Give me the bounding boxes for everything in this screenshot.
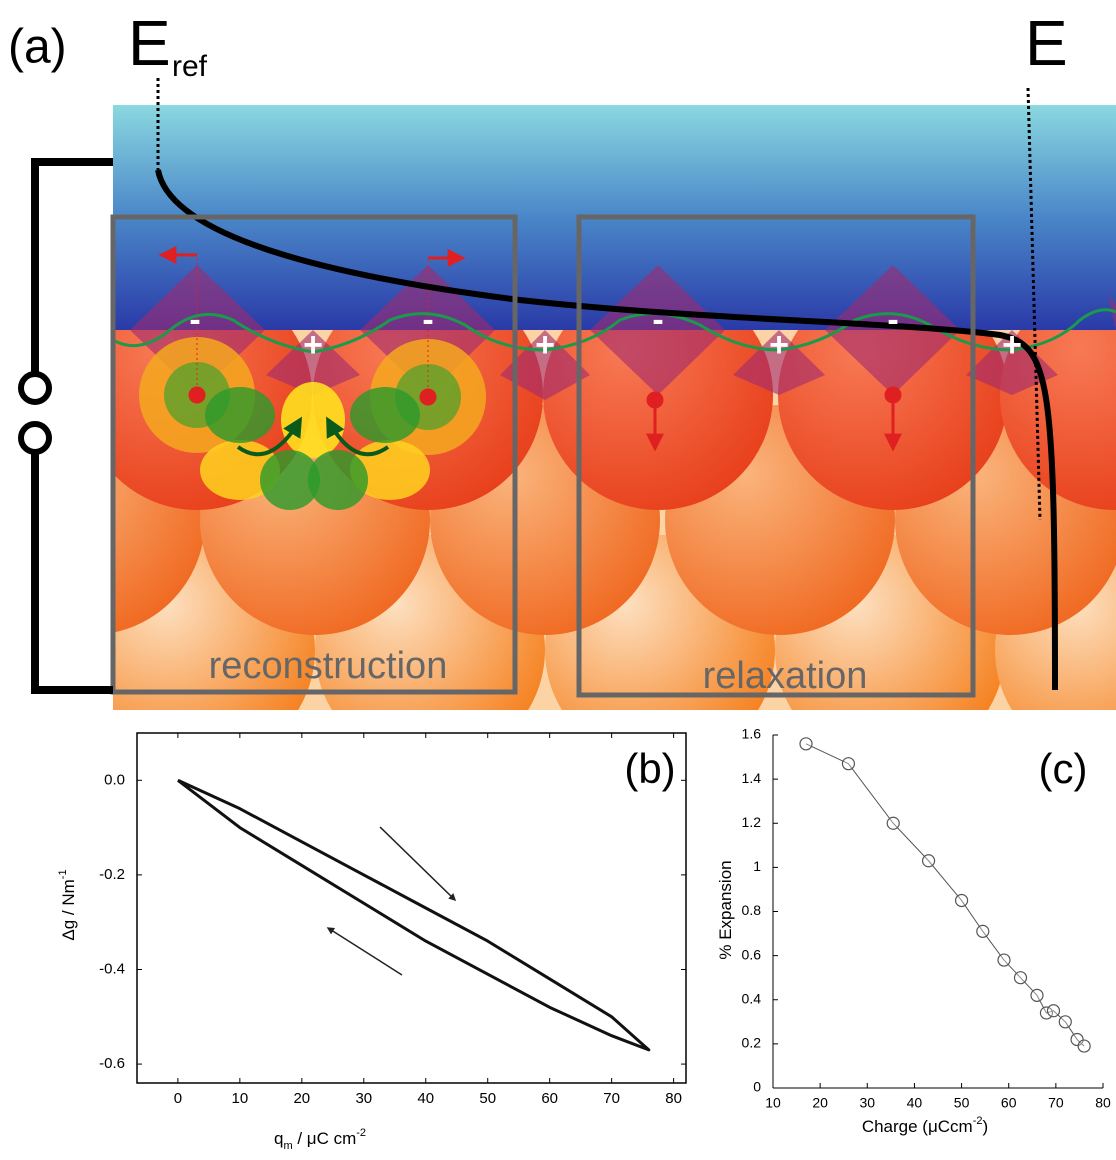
- charge: -: [887, 301, 898, 339]
- data-point: [956, 894, 968, 906]
- axis-label-part: % Expansion: [716, 860, 735, 959]
- data-point: [842, 758, 854, 770]
- axis-label-part: ): [982, 1117, 988, 1136]
- x-tick-label: 60: [541, 1090, 558, 1107]
- x-tick-label: 50: [479, 1090, 496, 1107]
- panel-label: (c): [1039, 745, 1088, 792]
- charge: -: [652, 301, 663, 339]
- y-tick-label: 0: [753, 1079, 761, 1095]
- axis-label-part: / μC cm: [293, 1129, 357, 1148]
- superscript: -2: [356, 1127, 366, 1139]
- panel-label: (b): [624, 745, 675, 792]
- charge: +: [1002, 326, 1022, 364]
- x-tick-label: 40: [907, 1095, 923, 1111]
- data-point: [800, 738, 812, 750]
- charge: -: [422, 301, 433, 339]
- y-tick-label: 0.4: [742, 990, 762, 1006]
- panel-label: (a): [8, 21, 67, 74]
- axis-label-part: q: [274, 1129, 283, 1148]
- axis-label-part: Charge (μCcm: [862, 1117, 973, 1136]
- charge: -: [189, 301, 200, 339]
- data-point: [977, 925, 989, 937]
- electrode-label: E: [1025, 7, 1068, 79]
- y-tick-label: -0.2: [99, 866, 125, 883]
- axis-label: Charge (μCcm-2): [862, 1115, 988, 1137]
- x-tick-label: 0: [174, 1090, 182, 1107]
- x-tick-label: 30: [859, 1095, 875, 1111]
- x-tick-label: 10: [232, 1090, 249, 1107]
- y-tick-label: 0.2: [742, 1035, 762, 1051]
- x-tick-label: 20: [812, 1095, 828, 1111]
- x-tick-label: 80: [1095, 1095, 1111, 1111]
- y-tick-label: 0.8: [742, 902, 762, 918]
- x-tick-label: 70: [1048, 1095, 1064, 1111]
- page: (a) E ref E reconstruction relaxation - +…: [0, 0, 1116, 1160]
- charge: +: [535, 326, 555, 364]
- x-tick-label: 10: [765, 1095, 781, 1111]
- data-point: [1031, 989, 1043, 1001]
- data-point: [1015, 972, 1027, 984]
- y-tick-label: 0.6: [742, 946, 762, 962]
- data-point: [1048, 1005, 1060, 1017]
- y-tick-label: -0.4: [99, 960, 125, 977]
- y-tick-label: -0.6: [99, 1055, 125, 1072]
- x-tick-label: 80: [665, 1090, 682, 1107]
- x-tick-label: 30: [355, 1090, 372, 1107]
- axis-label-part: Δg / Nm: [59, 879, 78, 940]
- y-tick-label: 0.0: [104, 771, 125, 788]
- data-point: [1078, 1040, 1090, 1052]
- electrode-sub: ref: [172, 50, 208, 83]
- axis-label: qm / μC cm-2: [274, 1127, 366, 1152]
- data-point: [998, 954, 1010, 966]
- circuit: [21, 162, 113, 690]
- superscript: -2: [973, 1115, 983, 1127]
- y-tick-label: 1: [753, 858, 761, 874]
- data-point: [1059, 1016, 1071, 1028]
- data-line: [178, 780, 649, 1050]
- electrode-label: E: [128, 7, 171, 79]
- box-label: relaxation: [703, 655, 868, 697]
- x-tick-label: 20: [293, 1090, 310, 1107]
- y-tick-label: 1.6: [742, 726, 762, 742]
- x-tick-label: 50: [954, 1095, 970, 1111]
- x-tick-label: 60: [1001, 1095, 1017, 1111]
- x-tick-label: 70: [603, 1090, 620, 1107]
- surface-scene: [0, 105, 1116, 765]
- axis-label: % Expansion: [716, 860, 735, 959]
- data-point: [887, 817, 899, 829]
- subscript: m: [283, 1140, 292, 1152]
- y-tick-label: 1.2: [742, 814, 762, 830]
- direction-arrow: [328, 928, 402, 975]
- x-tick-label: 40: [417, 1090, 434, 1107]
- y-tick-label: 1.4: [742, 770, 762, 786]
- superscript: -1: [57, 869, 69, 879]
- charge: +: [303, 326, 323, 364]
- box-label: reconstruction: [209, 645, 448, 687]
- data-point: [923, 855, 935, 867]
- axis-label: Δg / Nm-1: [57, 869, 79, 940]
- charge: +: [769, 326, 789, 364]
- figure: (a) E ref E reconstruction relaxation - +…: [0, 0, 1116, 1160]
